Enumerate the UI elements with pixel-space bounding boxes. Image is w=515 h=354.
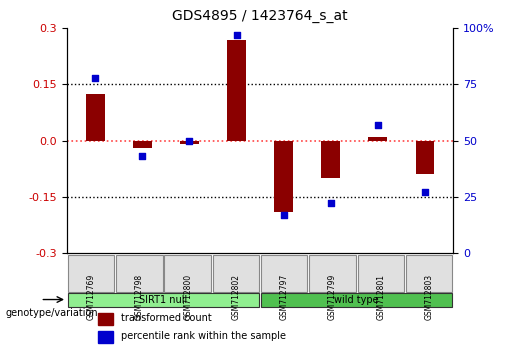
FancyBboxPatch shape — [68, 292, 259, 307]
Text: GSM712801: GSM712801 — [376, 274, 385, 320]
Bar — [227, 40, 246, 141]
Title: GDS4895 / 1423764_s_at: GDS4895 / 1423764_s_at — [172, 9, 348, 23]
Bar — [86, 94, 105, 141]
FancyBboxPatch shape — [310, 255, 356, 292]
FancyBboxPatch shape — [261, 255, 307, 292]
Text: GSM712800: GSM712800 — [183, 274, 192, 320]
FancyBboxPatch shape — [116, 255, 163, 292]
Bar — [98, 331, 113, 343]
FancyBboxPatch shape — [406, 255, 452, 292]
FancyBboxPatch shape — [213, 255, 259, 292]
Text: GSM712799: GSM712799 — [328, 274, 337, 320]
Point — [327, 200, 335, 206]
Bar — [368, 137, 387, 141]
Text: SIRT1 null: SIRT1 null — [140, 295, 187, 304]
Bar — [133, 141, 152, 148]
Text: wild type: wild type — [334, 295, 379, 304]
FancyBboxPatch shape — [68, 255, 114, 292]
Point — [280, 212, 288, 217]
Text: GSM712798: GSM712798 — [135, 274, 144, 320]
Text: transformed count: transformed count — [121, 313, 212, 323]
Point — [185, 138, 194, 143]
Point — [232, 32, 241, 38]
Text: GSM712797: GSM712797 — [280, 274, 289, 320]
Bar — [274, 141, 293, 212]
FancyBboxPatch shape — [164, 255, 211, 292]
Point — [138, 153, 146, 159]
Text: GSM712769: GSM712769 — [87, 274, 96, 320]
Bar — [321, 141, 340, 178]
Text: percentile rank within the sample: percentile rank within the sample — [121, 331, 286, 341]
Text: genotype/variation: genotype/variation — [5, 308, 98, 318]
Bar — [180, 141, 199, 144]
FancyBboxPatch shape — [357, 255, 404, 292]
Point — [91, 75, 99, 80]
Text: GSM712803: GSM712803 — [424, 274, 434, 320]
Point — [421, 189, 429, 195]
FancyBboxPatch shape — [261, 292, 452, 307]
Point — [374, 122, 382, 128]
Bar — [416, 141, 434, 174]
Text: GSM712802: GSM712802 — [231, 274, 241, 320]
Bar — [98, 313, 113, 325]
